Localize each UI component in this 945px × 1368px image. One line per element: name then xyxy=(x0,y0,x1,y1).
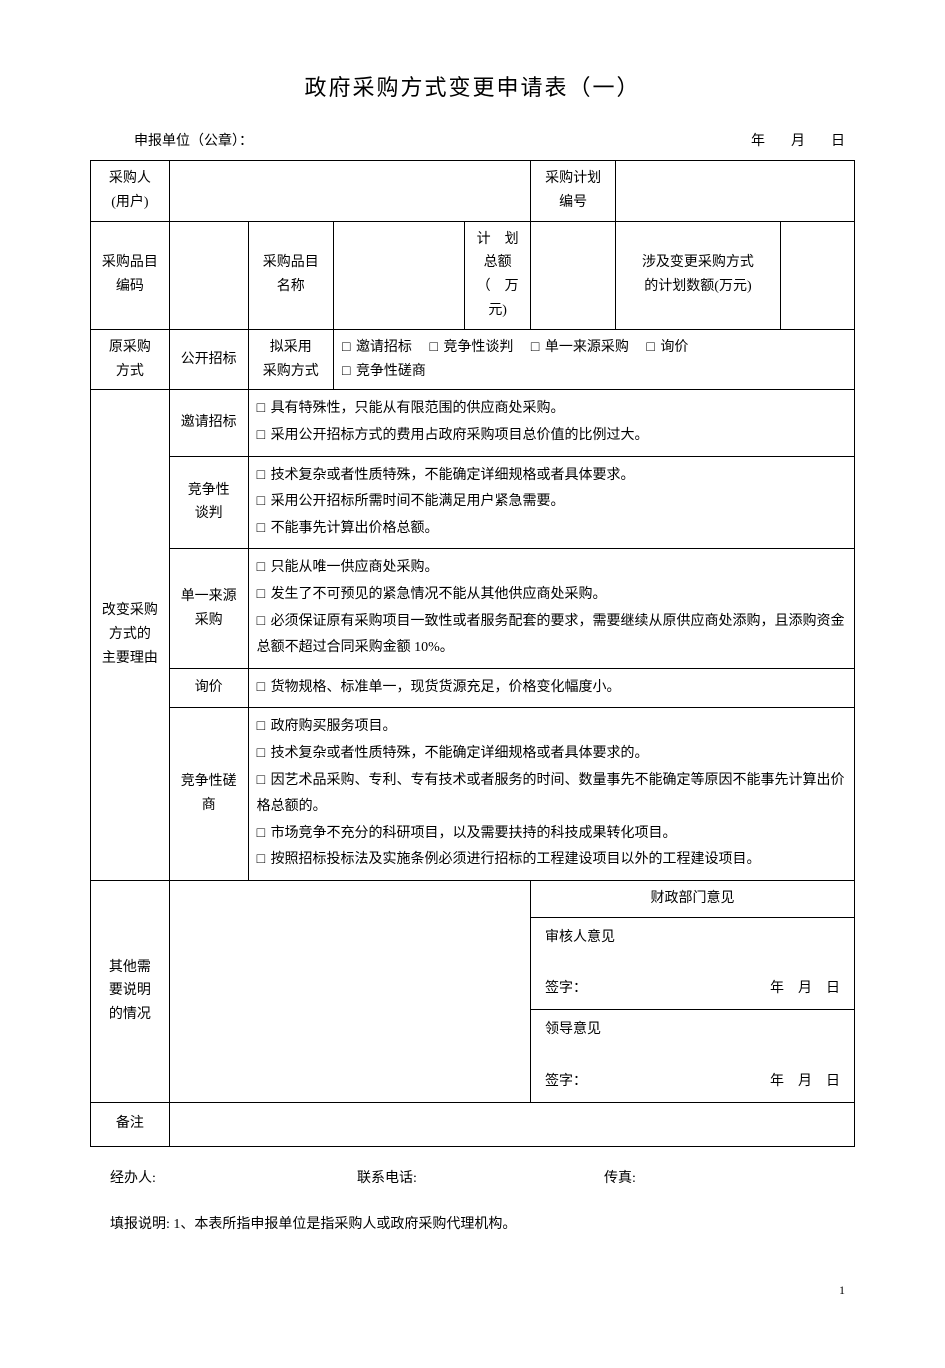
leader-opinion-cell[interactable]: 领导意见 签字： 年 月 日 xyxy=(530,1010,854,1103)
checkbox-icon[interactable]: □ xyxy=(257,463,265,490)
plan-total-label: 计 划 总额 （ 万 元) xyxy=(465,221,531,329)
checkbox-icon[interactable]: □ xyxy=(257,396,265,423)
reason-text: 货物规格、标准单一，现货货源充足，价格变化幅度小。 xyxy=(271,680,621,695)
reason-inquiry-items: □ 货物规格、标准单一，现货货源充足，价格变化幅度小。 xyxy=(248,668,854,708)
purchaser-value[interactable] xyxy=(169,161,530,222)
reason-text: 只能从唯一供应商处采购。 xyxy=(271,560,439,575)
reason-header: 改变采购 方式的 主要理由 xyxy=(91,390,170,881)
reason-text: 技术复杂或者性质特殊，不能确定详细规格或者具体要求。 xyxy=(271,468,635,483)
checkbox-icon[interactable]: □ xyxy=(646,336,654,360)
instructions: 填报说明: 1、本表所指申报单位是指采购人或政府采购代理机构。 xyxy=(90,1213,855,1233)
signature-date: 年 月 日 xyxy=(770,1070,840,1094)
reason-text: 因艺术品采购、专利、专有技术或者服务的时间、数量事先不能确定等原因不能事先计算出… xyxy=(257,773,845,815)
item-name-label: 采购品目 名称 xyxy=(248,221,333,329)
checkbox-icon[interactable]: □ xyxy=(342,336,350,360)
reason-text: 不能事先计算出价格总额。 xyxy=(271,521,439,536)
option-consult: 竞争性磋商 xyxy=(356,364,426,379)
application-table: 采购人 (用户) 采购计划 编号 采购品目 编码 采购品目 名称 计 划 总额 … xyxy=(90,160,855,1147)
change-amount-label: 涉及变更采购方式 的计划数额(万元) xyxy=(616,221,780,329)
orig-method-value: 公开招标 xyxy=(169,329,248,390)
other-value[interactable] xyxy=(169,880,530,1102)
plan-total-value[interactable] xyxy=(530,221,615,329)
item-code-value[interactable] xyxy=(169,221,248,329)
reason-text: 必须保证原有采购项目一致性或者服务配套的要求，需要继续从原供应商处添购，且添购资… xyxy=(257,614,845,656)
reason-consult-label: 竞争性磋商 xyxy=(169,708,248,881)
checkbox-icon[interactable]: □ xyxy=(257,714,265,741)
plan-no-value[interactable] xyxy=(616,161,855,222)
reason-text: 发生了不可预见的紧急情况不能从其他供应商处采购。 xyxy=(271,587,607,602)
purchaser-label: 采购人 (用户) xyxy=(91,161,170,222)
signature-date: 年 月 日 xyxy=(770,977,840,1001)
checkbox-icon[interactable]: □ xyxy=(257,555,265,582)
reason-text: 具有特殊性，只能从有限范围的供应商处采购。 xyxy=(271,401,565,416)
signature-label: 签字： xyxy=(545,981,587,996)
date-label: 年 月 日 xyxy=(751,130,851,150)
reviewer-opinion-cell[interactable]: 审核人意见 签字： 年 月 日 xyxy=(530,917,854,1010)
reason-consult-items: □ 政府购买服务项目。 □ 技术复杂或者性质特殊，不能确定详细规格或者具体要求的… xyxy=(248,708,854,881)
checkbox-icon[interactable]: □ xyxy=(429,336,437,360)
handler-label: 经办人: xyxy=(110,1167,357,1187)
checkbox-icon[interactable]: □ xyxy=(257,423,265,450)
item-name-value[interactable] xyxy=(333,221,464,329)
other-label: 其他需 要说明 的情况 xyxy=(91,880,170,1102)
reason-text: 技术复杂或者性质特殊，不能确定详细规格或者具体要求的。 xyxy=(271,746,649,761)
checkbox-icon[interactable]: □ xyxy=(257,609,265,636)
option-invite: 邀请招标 xyxy=(356,340,412,355)
checkbox-icon[interactable]: □ xyxy=(257,675,265,702)
reason-text: 采用公开招标方式的费用占政府采购项目总价值的比例过大。 xyxy=(271,428,649,443)
option-single: 单一来源采购 xyxy=(545,340,629,355)
remark-label: 备注 xyxy=(91,1102,170,1146)
reason-single-label: 单一来源 采购 xyxy=(169,549,248,668)
footer-row: 经办人: 联系电话: 传真: xyxy=(90,1167,855,1187)
reviewer-opinion-label: 审核人意见 xyxy=(545,926,840,950)
reason-text: 市场竞争不充分的科研项目，以及需要扶持的科技成果转化项目。 xyxy=(271,826,677,841)
reason-text: 按照招标投标法及实施条例必须进行招标的工程建设项目以外的工程建设项目。 xyxy=(271,852,761,867)
checkbox-icon[interactable]: □ xyxy=(257,741,265,768)
proposed-method-label: 拟采用 采购方式 xyxy=(248,329,333,390)
signature-label: 签字： xyxy=(545,1074,587,1089)
checkbox-icon[interactable]: □ xyxy=(257,847,265,874)
option-negotiate: 竞争性谈判 xyxy=(443,340,513,355)
reason-text: 政府购买服务项目。 xyxy=(271,719,397,734)
plan-no-label: 采购计划 编号 xyxy=(530,161,615,222)
checkbox-icon[interactable]: □ xyxy=(531,336,539,360)
leader-opinion-label: 领导意见 xyxy=(545,1018,840,1042)
remark-value[interactable] xyxy=(169,1102,854,1146)
checkbox-icon[interactable]: □ xyxy=(257,582,265,609)
reason-invite-items: □ 具有特殊性，只能从有限范围的供应商处采购。 □ 采用公开招标方式的费用占政府… xyxy=(248,390,854,456)
checkbox-icon[interactable]: □ xyxy=(257,821,265,848)
finance-opinion-header: 财政部门意见 xyxy=(530,880,854,917)
header-row: 申报单位（公章）： 年 月 日 xyxy=(90,130,855,150)
orig-method-label: 原采购 方式 xyxy=(91,329,170,390)
phone-label: 联系电话: xyxy=(357,1167,604,1187)
change-amount-value[interactable] xyxy=(780,221,854,329)
option-inquiry: 询价 xyxy=(660,340,688,355)
page-number: 1 xyxy=(90,1283,855,1298)
page-title: 政府采购方式变更申请表（一） xyxy=(90,70,855,102)
reason-text: 采用公开招标所需时间不能满足用户紧急需要。 xyxy=(271,494,565,509)
applicant-label: 申报单位（公章）： xyxy=(134,130,253,150)
checkbox-icon[interactable]: □ xyxy=(257,516,265,543)
reason-negotiate-label: 竞争性 谈判 xyxy=(169,456,248,549)
reason-single-items: □ 只能从唯一供应商处采购。 □ 发生了不可预见的紧急情况不能从其他供应商处采购… xyxy=(248,549,854,668)
reason-inquiry-label: 询价 xyxy=(169,668,248,708)
checkbox-icon[interactable]: □ xyxy=(257,768,265,795)
reason-invite-label: 邀请招标 xyxy=(169,390,248,456)
checkbox-icon[interactable]: □ xyxy=(257,489,265,516)
reason-negotiate-items: □ 技术复杂或者性质特殊，不能确定详细规格或者具体要求。 □ 采用公开招标所需时… xyxy=(248,456,854,549)
checkbox-icon[interactable]: □ xyxy=(342,360,350,384)
fax-label: 传真: xyxy=(604,1167,851,1187)
proposed-method-options: □ 邀请招标 □ 竞争性谈判 □ 单一来源采购 □ 询价 □ 竞争性磋商 xyxy=(333,329,854,390)
item-code-label: 采购品目 编码 xyxy=(91,221,170,329)
